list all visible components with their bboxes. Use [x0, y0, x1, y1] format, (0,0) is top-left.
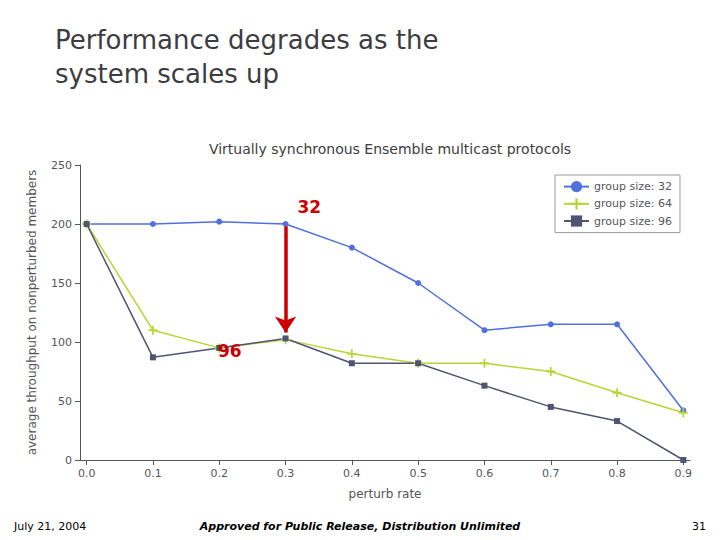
svg-text:96: 96 [218, 341, 242, 361]
svg-text:0.9: 0.9 [675, 467, 693, 480]
svg-text:250: 250 [51, 159, 72, 172]
svg-text:0.4: 0.4 [343, 467, 361, 480]
svg-text:0.0: 0.0 [78, 467, 96, 480]
svg-text:Approved for Public Release, D: Approved for Public Release, Distributio… [199, 520, 521, 533]
svg-text:0.2: 0.2 [210, 467, 228, 480]
svg-text:group size: 96: group size: 96 [594, 215, 672, 228]
svg-text:0: 0 [65, 454, 72, 467]
svg-text:150: 150 [51, 277, 72, 290]
svg-text:system scales up: system scales up [55, 59, 279, 89]
svg-text:perturb rate: perturb rate [349, 487, 422, 501]
svg-text:group size: 64: group size: 64 [594, 197, 672, 210]
svg-text:average throughput on nonpertu: average throughput on nonperturbed membe… [25, 170, 39, 456]
svg-text:0.7: 0.7 [542, 467, 560, 480]
svg-text:0.1: 0.1 [144, 467, 162, 480]
svg-text:0.6: 0.6 [476, 467, 494, 480]
svg-text:0.8: 0.8 [608, 467, 626, 480]
svg-text:0.5: 0.5 [409, 467, 427, 480]
svg-text:100: 100 [51, 336, 72, 349]
svg-text:32: 32 [297, 197, 321, 217]
svg-text:50: 50 [58, 395, 72, 408]
svg-text:200: 200 [51, 218, 72, 231]
svg-text:0.3: 0.3 [277, 467, 295, 480]
svg-text:Virtually synchronous Ensemble: Virtually synchronous Ensemble multicast… [209, 141, 571, 157]
svg-text:group size: 32: group size: 32 [594, 180, 672, 193]
svg-text:July 21, 2004: July 21, 2004 [13, 520, 86, 533]
svg-text:31: 31 [692, 520, 706, 533]
svg-text:Performance degrades as the: Performance degrades as the [55, 25, 438, 55]
